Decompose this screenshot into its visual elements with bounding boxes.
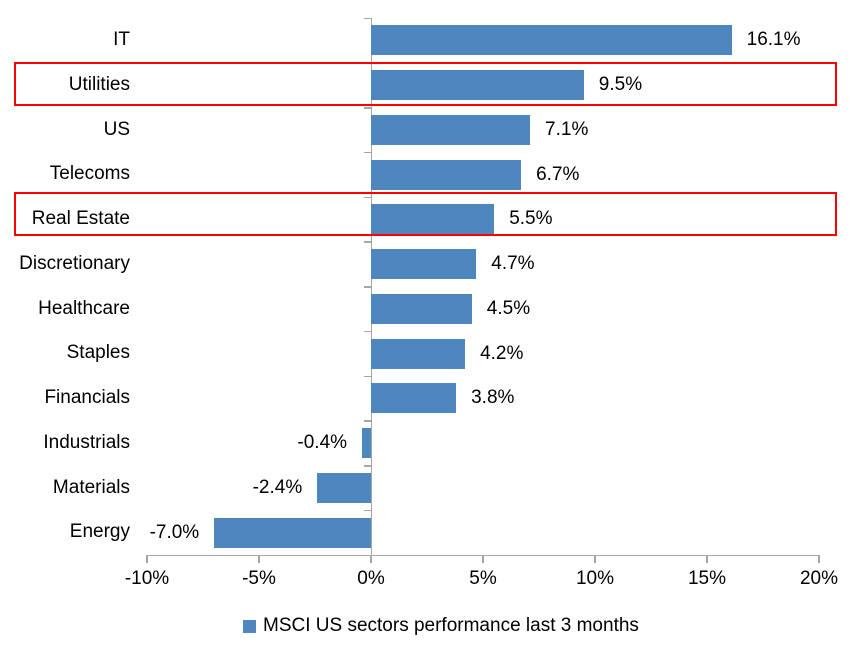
legend-swatch	[243, 619, 256, 633]
value-label: 9.5%	[598, 74, 643, 96]
value-label: -2.4%	[252, 476, 303, 498]
x-axis-tick	[482, 555, 484, 563]
value-label: 4.2%	[480, 342, 524, 364]
bar	[371, 249, 477, 280]
value-label: -7.0%	[149, 521, 200, 543]
bar	[371, 383, 457, 414]
category-label: Real Estate	[31, 208, 130, 229]
x-tick-label: 15%	[687, 568, 727, 589]
value-label: 16.1%	[746, 29, 801, 51]
category-label: Utilities	[68, 73, 130, 95]
y-axis-row-tick	[364, 465, 371, 467]
bar	[371, 25, 732, 56]
x-tick-label: 5%	[469, 568, 497, 589]
x-axis-tick	[706, 555, 708, 563]
y-axis-row-tick	[364, 196, 371, 198]
x-tick-label: 20%	[799, 568, 839, 589]
y-axis-row-tick	[364, 17, 371, 19]
category-label: Healthcare	[38, 297, 130, 319]
bar	[371, 70, 584, 101]
category-label: Industrials	[43, 431, 130, 453]
x-tick-label: 10%	[575, 568, 615, 589]
category-label: Discretionary	[19, 252, 130, 274]
y-axis	[370, 18, 372, 555]
legend-label: MSCI US sectors performance last 3 month…	[263, 615, 639, 636]
bar	[371, 204, 495, 235]
x-tick-label: -5%	[242, 568, 276, 589]
x-axis-tick	[258, 555, 260, 563]
value-label: 4.5%	[486, 297, 531, 319]
bar	[371, 114, 531, 145]
x-axis-tick	[594, 555, 596, 563]
value-label: 7.1%	[545, 118, 589, 140]
x-axis-tick	[370, 555, 372, 563]
value-label: 5.5%	[509, 208, 553, 230]
category-label: Financials	[44, 387, 130, 408]
category-label: Materials	[52, 476, 130, 498]
bar	[362, 428, 371, 459]
bar	[317, 472, 371, 503]
bar	[371, 159, 522, 190]
category-label: IT	[113, 29, 130, 50]
category-label: US	[103, 118, 130, 140]
category-label: Energy	[69, 521, 130, 543]
y-axis-row-tick	[364, 375, 371, 377]
legend: MSCI US sectors performance last 3 month…	[243, 615, 639, 637]
value-label: 4.7%	[491, 253, 535, 275]
x-tick-label: 0%	[357, 568, 385, 589]
y-axis-row-tick	[364, 420, 371, 422]
x-axis-tick	[818, 555, 820, 563]
y-axis-row-tick	[364, 509, 371, 512]
value-label: 3.8%	[471, 387, 515, 409]
x-axis-tick	[146, 555, 148, 563]
highlight-box	[14, 61, 837, 106]
bar	[371, 293, 472, 324]
x-tick-label: -10%	[124, 568, 170, 589]
category-label: Telecoms	[49, 163, 130, 185]
value-label: 6.7%	[536, 163, 580, 185]
y-axis-row-tick	[364, 241, 371, 243]
y-axis-row-tick	[364, 330, 371, 333]
y-axis-row-tick	[364, 107, 371, 109]
bar	[371, 338, 466, 369]
bar	[214, 517, 371, 548]
value-label: -0.4%	[297, 432, 348, 454]
highlight-box	[14, 192, 837, 236]
category-label: Staples	[66, 342, 130, 364]
y-axis-row-tick	[364, 286, 371, 288]
y-axis-row-tick	[364, 151, 371, 154]
